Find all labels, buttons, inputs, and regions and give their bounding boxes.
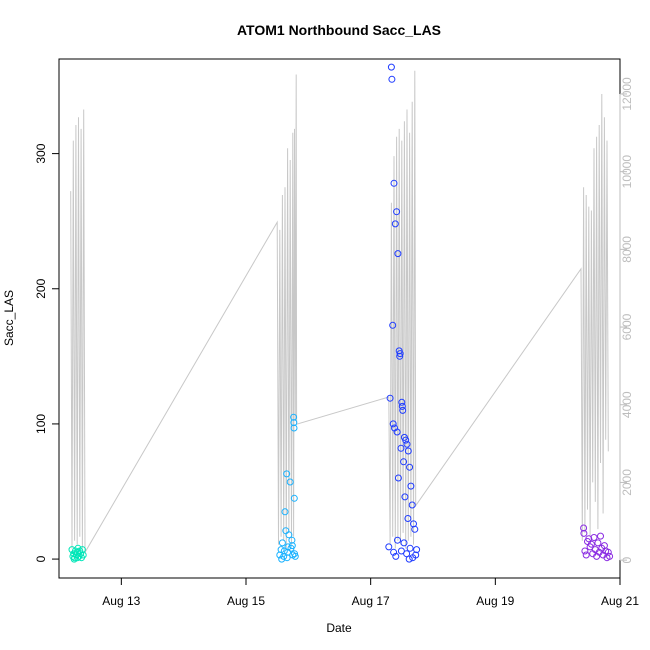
data-point: [278, 555, 286, 563]
data-point: [393, 428, 401, 436]
data-point: [580, 529, 588, 537]
data-point: [590, 534, 598, 541]
data-point: [288, 542, 296, 550]
x-tick-label: Aug 13: [102, 594, 140, 608]
data-point: [78, 546, 86, 554]
data-point: [584, 538, 591, 545]
data-point: [389, 321, 397, 329]
data-point: [396, 350, 404, 358]
data-point: [388, 75, 396, 83]
data-point: [406, 463, 414, 471]
x-axis-label: Date: [326, 621, 352, 635]
right-axis-line-series: [70, 70, 609, 555]
data-point: [409, 554, 417, 562]
data-point: [594, 539, 602, 547]
data-point: [403, 440, 411, 448]
data-point: [604, 548, 612, 556]
y-tick-label: 300: [34, 143, 48, 163]
y2-tick-label: 12000: [620, 77, 634, 111]
y2-tick-label: 0: [620, 556, 634, 563]
y-tick-label: 0: [34, 555, 48, 562]
y2-tick-label: 10000: [620, 155, 634, 189]
x-tick-label: Aug 21: [601, 594, 639, 608]
data-point: [290, 413, 298, 421]
data-point: [389, 420, 397, 428]
data-point: [404, 447, 412, 455]
data-point: [582, 551, 590, 559]
data-point: [400, 458, 408, 466]
data-point: [286, 478, 294, 486]
data-point: [580, 524, 588, 532]
x-tick-label: Aug 15: [227, 594, 265, 608]
data-point: [387, 63, 395, 71]
data-point: [284, 543, 292, 551]
data-point: [385, 543, 393, 551]
y-tick-label: 200: [34, 278, 48, 298]
data-point: [399, 406, 407, 414]
x-tick-label: Aug 17: [352, 594, 390, 608]
plot-box: [58, 58, 621, 579]
data-point: [411, 525, 419, 533]
scatter-points: [68, 63, 614, 563]
data-point: [394, 536, 401, 544]
series-line: [70, 70, 609, 555]
data-point: [290, 419, 298, 427]
data-point: [403, 550, 411, 558]
data-point: [404, 515, 412, 522]
data-point: [280, 547, 288, 555]
data-point: [391, 220, 399, 228]
data-point: [581, 547, 589, 555]
data-point: [290, 494, 298, 502]
data-point: [402, 436, 410, 444]
data-point: [74, 554, 82, 562]
data-point: [597, 532, 604, 540]
data-point: [386, 394, 394, 402]
data-point: [398, 402, 406, 410]
data-point: [407, 482, 415, 490]
data-point: [394, 250, 402, 258]
data-point: [390, 179, 398, 187]
y-axis-label: Sacc_LAS: [2, 290, 16, 346]
y2-tick-label: 4000: [620, 391, 634, 418]
chart-title: ATOM1 Northbound Sacc_LAS: [237, 22, 441, 38]
data-point: [281, 508, 289, 516]
y2-tick-label: 8000: [620, 236, 634, 263]
data-point: [405, 555, 413, 563]
data-point: [394, 474, 402, 482]
data-point: [283, 470, 291, 478]
data-point: [291, 552, 299, 560]
data-point: [398, 398, 406, 406]
data-point: [285, 531, 293, 539]
data-point: [408, 501, 416, 509]
data-point: [79, 551, 87, 559]
data-point: [397, 444, 405, 452]
x-tick-label: Aug 19: [476, 594, 514, 608]
data-point: [606, 552, 614, 560]
data-point: [277, 546, 285, 554]
data-point: [401, 493, 409, 501]
y2-tick-label: 2000: [620, 469, 634, 496]
data-point: [393, 208, 401, 216]
data-point: [390, 548, 398, 556]
y2-tick-label: 6000: [620, 313, 634, 340]
data-point: [278, 539, 286, 547]
data-point: [392, 552, 400, 560]
data-point: [413, 546, 421, 554]
data-point: [406, 544, 414, 552]
y-tick-label: 100: [34, 414, 48, 434]
data-point: [70, 555, 78, 563]
data-point: [288, 536, 296, 544]
data-point: [400, 539, 408, 547]
axes: Aug 13 Aug 15 Aug 17 Aug 19 Aug 21 0 100 200 300…: [34, 77, 639, 608]
data-point: [396, 352, 404, 360]
data-point: [290, 424, 298, 432]
